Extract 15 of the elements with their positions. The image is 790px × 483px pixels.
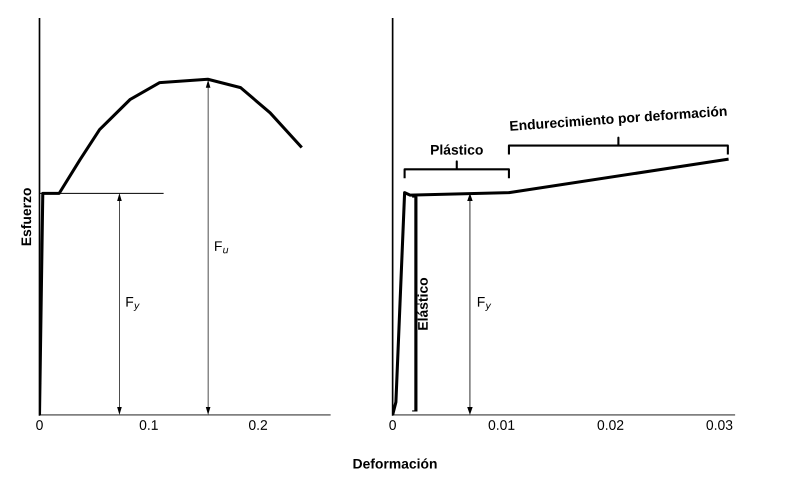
x-tick-label: 0.2 xyxy=(248,420,268,430)
x-tick-label: 0.01 xyxy=(488,420,514,430)
annotation: Elástico xyxy=(418,278,428,330)
x-tick-label: 0.02 xyxy=(598,420,624,430)
x-tick-label: 0.03 xyxy=(706,420,732,430)
text: Plástico xyxy=(431,144,483,155)
x-tick-label: 0 xyxy=(36,420,43,430)
x-tick-label: 0.1 xyxy=(140,420,158,430)
annotation: F$_{u}$ xyxy=(215,241,228,254)
y-axis-title: Esfuerzo xyxy=(20,188,32,246)
annotation: F$_{y}$ xyxy=(126,297,140,311)
text: Endurecimiento por deformación xyxy=(510,105,727,134)
x-tick-label: 0 xyxy=(389,420,396,430)
annotation: F$_{y}$ xyxy=(478,297,492,311)
x-axis-title: Deformación xyxy=(353,458,437,469)
